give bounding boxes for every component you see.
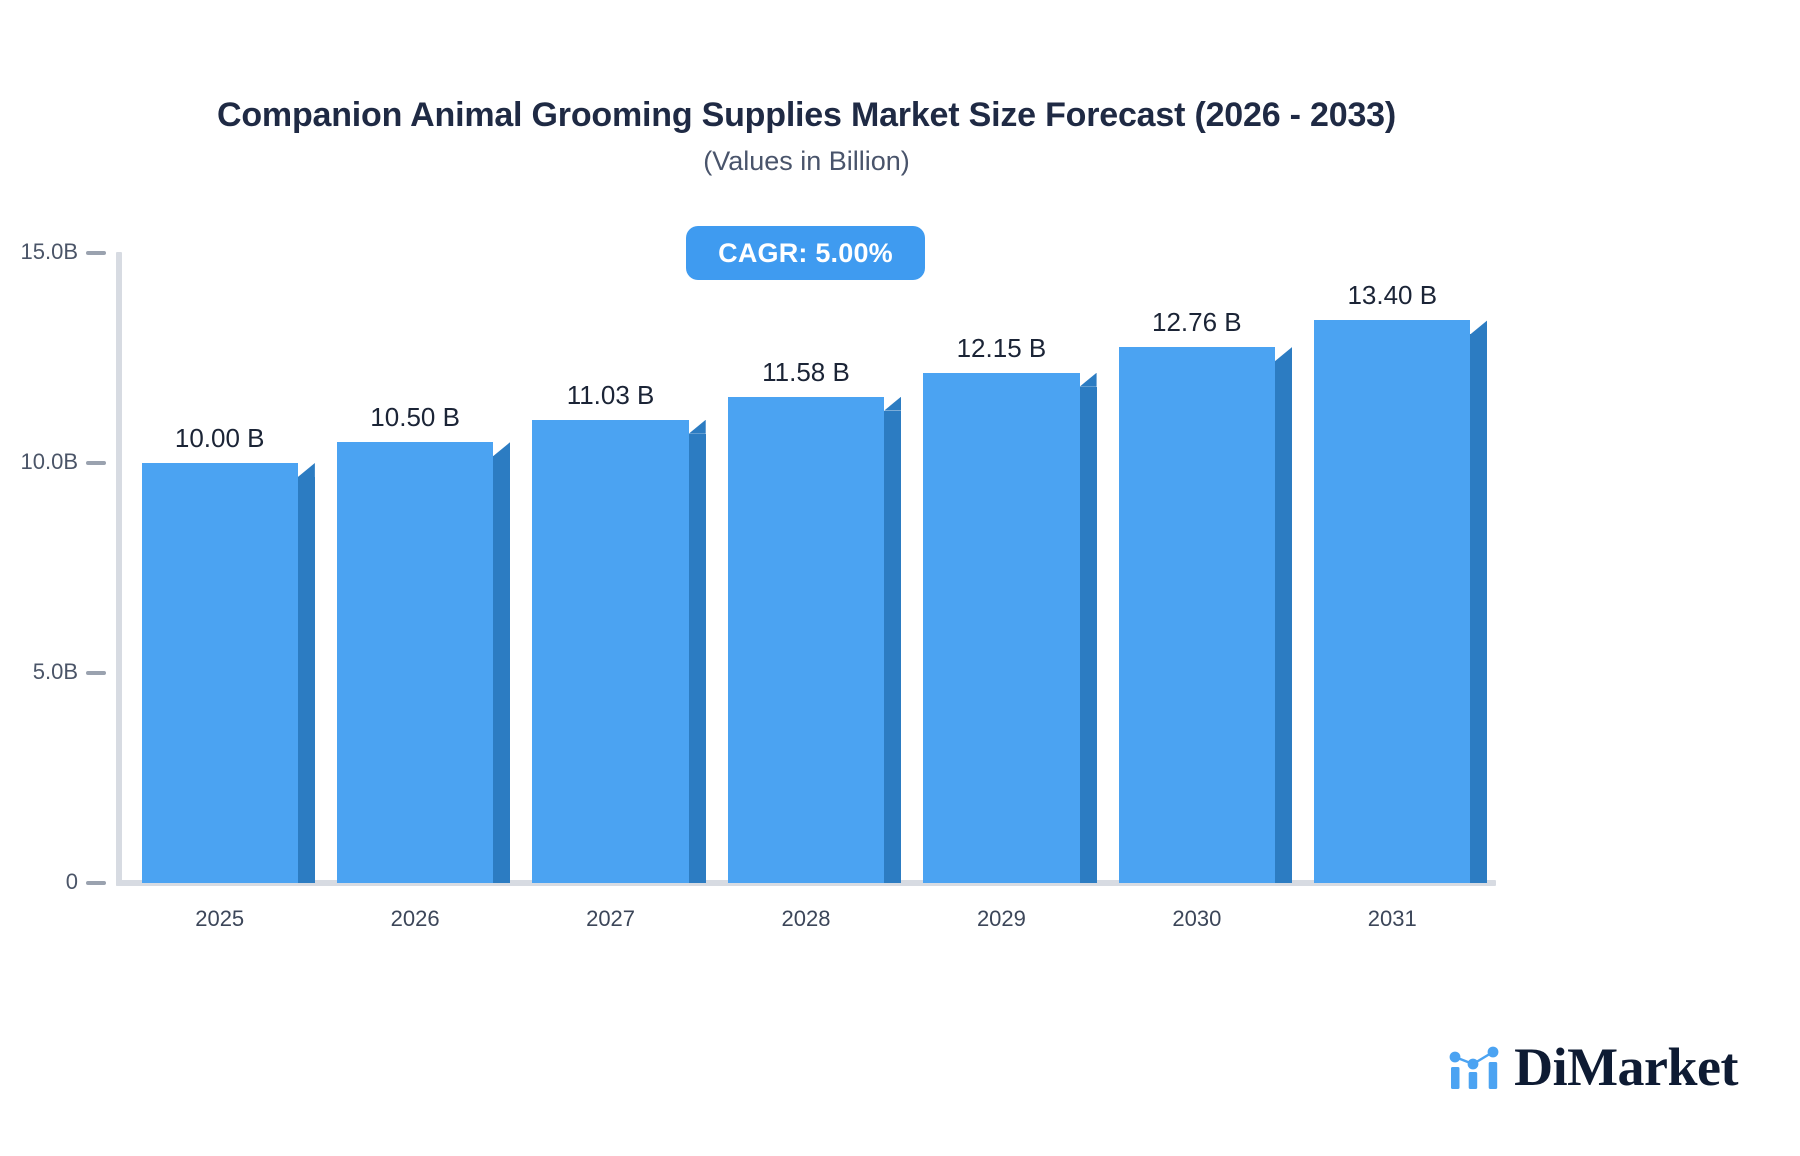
bar: 11.58 B (727, 357, 902, 883)
x-axis-tick-label: 2031 (1367, 906, 1417, 931)
x-axis-tick-label: 2027 (586, 906, 636, 931)
y-axis-line (116, 252, 122, 886)
x-axis-tick-label: 2029 (976, 906, 1026, 931)
bar-front-face (532, 419, 689, 883)
logo-text: DiMarket (1514, 1037, 1738, 1097)
bar-value-label: 12.15 B (956, 332, 1047, 363)
bar-front-face (1118, 347, 1275, 883)
bar-value-label: 10.50 B (370, 402, 460, 432)
bar-value-label: 10.00 B (174, 423, 265, 453)
bar-side-face (884, 410, 902, 883)
y-axis-tick-label: 10.0B (20, 449, 79, 474)
bar: 11.03 B (532, 380, 706, 883)
bar-side-face (688, 433, 706, 883)
y-axis-tick-mark (86, 671, 106, 675)
bar-chart-icon (1449, 1046, 1499, 1089)
bar-front-face (141, 463, 298, 883)
y-axis-tick-label: 15.0B (20, 239, 79, 264)
bar: 10.00 B (141, 423, 315, 883)
y-axis-tick-label: 5.0B (32, 659, 78, 684)
bar: 13.40 B (1314, 280, 1488, 883)
bar-side-face (1275, 361, 1292, 883)
cagr-badge: CAGR: 5.00% (686, 226, 925, 280)
bar-front-face (1314, 320, 1471, 883)
x-axis-tick-label: 2030 (1172, 906, 1222, 931)
bar-side-face (1470, 334, 1488, 883)
bar-value-label: 11.03 B (566, 379, 655, 410)
y-axis-tick-mark (86, 251, 106, 255)
bar-top-face (1079, 372, 1097, 387)
bar-top-face (884, 396, 902, 411)
dimarket-logo: DiMarket (1448, 1040, 1738, 1094)
bar-value-label: 12.76 B (1152, 307, 1242, 338)
bar: 12.76 B (1118, 307, 1292, 883)
x-axis-tick-label: 2025 (195, 906, 245, 931)
bar-side-face (1079, 386, 1097, 883)
x-axis-line (116, 880, 1496, 886)
chart-title: Companion Animal Grooming Supplies Marke… (216, 96, 1397, 134)
bar-top-face (688, 419, 706, 434)
bar-value-label: 13.40 B (1347, 280, 1438, 311)
bar-value-label: 11.58 B (762, 356, 850, 387)
bar-front-face (727, 396, 885, 883)
cagr-badge-label: CAGR: 5.00% (718, 237, 893, 268)
bar-top-face (1275, 347, 1292, 362)
bar: 12.15 B (923, 333, 1097, 883)
bar-top-face (297, 463, 315, 477)
bar-side-face (297, 477, 315, 883)
bar-front-face (923, 372, 1080, 883)
x-axis-tick-label: 2026 (390, 906, 440, 931)
x-axis-tick-label: 2028 (781, 906, 831, 931)
y-axis-tick-mark (86, 881, 106, 885)
bar-side-face (493, 456, 511, 883)
y-axis-tick-mark (86, 461, 106, 465)
bar: 10.50 B (336, 402, 511, 883)
bar-front-face (336, 442, 494, 883)
bar-top-face (493, 442, 511, 456)
y-axis-tick-label: 0 (65, 869, 78, 894)
bar-top-face (1470, 320, 1488, 335)
chart-subtitle: (Values in Billion) (703, 146, 910, 176)
